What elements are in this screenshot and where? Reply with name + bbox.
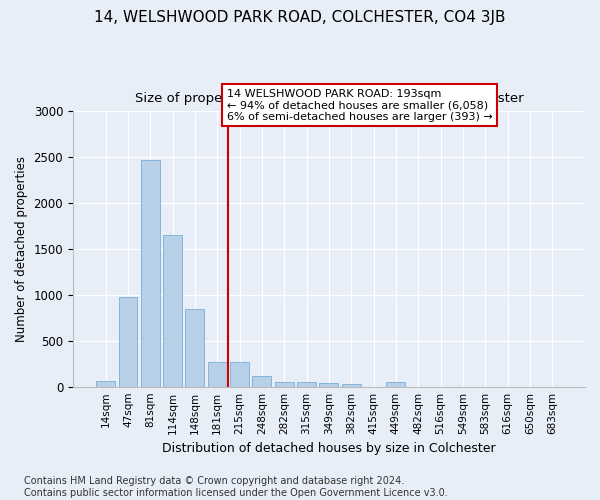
Bar [297,382,316,386]
Title: Size of property relative to detached houses in Colchester: Size of property relative to detached ho… [134,92,523,106]
Bar [119,296,137,386]
Bar [163,235,182,386]
Bar [275,382,294,386]
Bar [230,362,249,386]
Bar [96,381,115,386]
Y-axis label: Number of detached properties: Number of detached properties [15,156,28,342]
Bar [386,382,406,386]
Bar [185,310,205,386]
Bar [141,160,160,386]
Bar [342,384,361,386]
Bar [208,362,227,386]
Bar [319,383,338,386]
Text: Contains HM Land Registry data © Crown copyright and database right 2024.
Contai: Contains HM Land Registry data © Crown c… [24,476,448,498]
Text: 14 WELSHWOOD PARK ROAD: 193sqm
← 94% of detached houses are smaller (6,058)
6% o: 14 WELSHWOOD PARK ROAD: 193sqm ← 94% of … [227,88,492,122]
Text: 14, WELSHWOOD PARK ROAD, COLCHESTER, CO4 3JB: 14, WELSHWOOD PARK ROAD, COLCHESTER, CO4… [94,10,506,25]
X-axis label: Distribution of detached houses by size in Colchester: Distribution of detached houses by size … [162,442,496,455]
Bar [253,376,271,386]
